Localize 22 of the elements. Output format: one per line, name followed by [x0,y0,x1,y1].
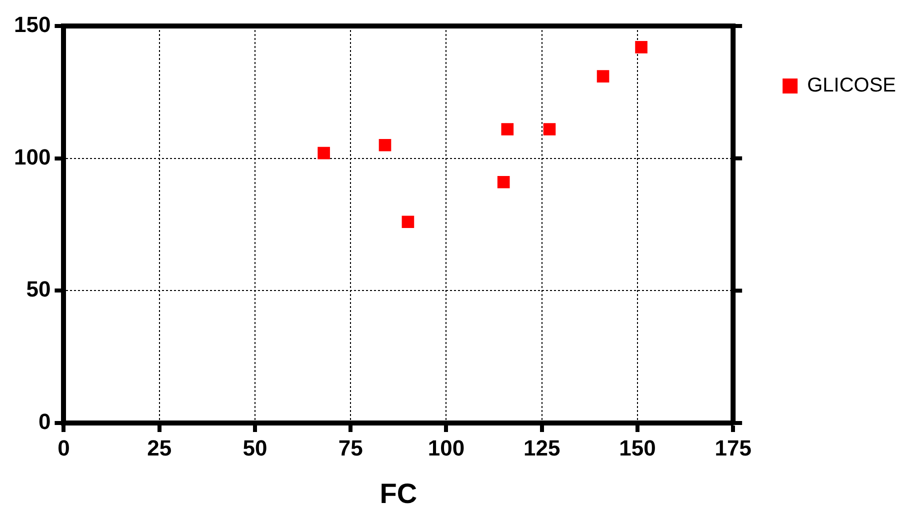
point [543,123,556,136]
x-tick-label: 175 [714,435,752,460]
point [596,70,610,82]
y-tick-label: 0 [38,409,51,434]
y-tick-label: 150 [14,12,51,38]
legend-label: GLICOSE [807,74,896,97]
x-tick-label: 100 [428,435,465,460]
point [318,146,330,160]
x-tick-label: 125 [523,435,560,460]
x-tick-label: 25 [147,435,172,460]
x-tick-label: 50 [242,435,268,460]
x-tick-label: 0 [58,435,70,460]
x-axis-title: FC [380,478,418,509]
y-tick-label: 100 [14,144,51,170]
y-tick-label: 50 [26,276,51,302]
point [501,123,514,136]
x-tick-label: 75 [338,435,363,460]
point [402,216,414,228]
point [497,176,510,188]
x-tick-label: 150 [619,435,656,460]
point [378,138,392,152]
point [635,41,648,54]
